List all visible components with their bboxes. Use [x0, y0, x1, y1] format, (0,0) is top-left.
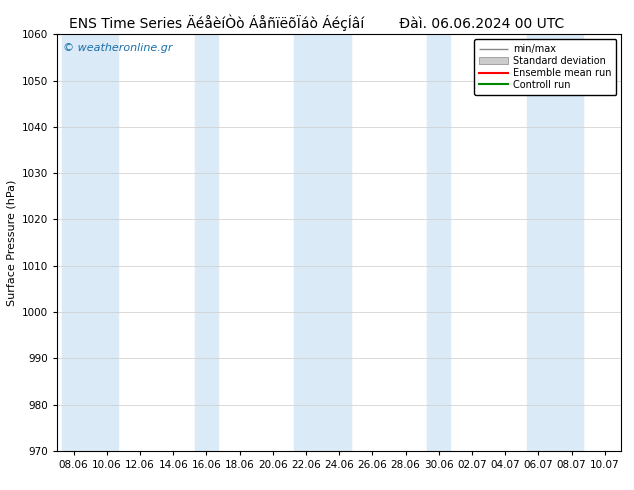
Text: ENS Time Series ÄéåèíÒò ÁåñïëõÏáò ÁéçÍâí        Đàì. 06.06.2024 00 UTC: ENS Time Series ÄéåèíÒò ÁåñïëõÏáò ÁéçÍâí… [69, 15, 565, 31]
Bar [62, 34, 119, 451]
Bar [527, 34, 583, 451]
Bar [195, 34, 218, 451]
Text: © weatheronline.gr: © weatheronline.gr [63, 43, 172, 52]
Bar [294, 34, 351, 451]
Bar [427, 34, 450, 451]
Y-axis label: Surface Pressure (hPa): Surface Pressure (hPa) [6, 179, 16, 306]
Legend: min/max, Standard deviation, Ensemble mean run, Controll run: min/max, Standard deviation, Ensemble me… [474, 39, 616, 95]
